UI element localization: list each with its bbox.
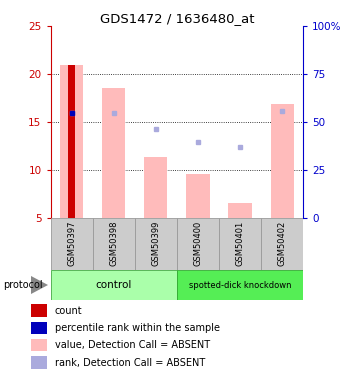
Bar bbox=[102, 88, 125, 218]
Bar bbox=[31, 356, 47, 369]
Text: GSM50400: GSM50400 bbox=[193, 221, 203, 266]
Bar bbox=[229, 203, 252, 217]
Text: GSM50401: GSM50401 bbox=[236, 221, 244, 266]
Bar bbox=[219, 217, 261, 270]
Text: GSM50399: GSM50399 bbox=[151, 221, 160, 266]
Bar bbox=[186, 174, 209, 217]
Bar bbox=[51, 217, 93, 270]
Text: GSM50398: GSM50398 bbox=[109, 221, 118, 267]
Text: count: count bbox=[55, 306, 83, 315]
Text: rank, Detection Call = ABSENT: rank, Detection Call = ABSENT bbox=[55, 358, 205, 368]
Bar bbox=[271, 104, 294, 218]
Bar bbox=[144, 157, 168, 218]
Text: percentile rank within the sample: percentile rank within the sample bbox=[55, 323, 220, 333]
Bar bbox=[177, 270, 303, 300]
Text: protocol: protocol bbox=[4, 280, 43, 290]
Text: GSM50397: GSM50397 bbox=[67, 221, 76, 267]
Bar bbox=[135, 217, 177, 270]
Bar bbox=[31, 339, 47, 351]
Title: GDS1472 / 1636480_at: GDS1472 / 1636480_at bbox=[100, 12, 254, 25]
Bar bbox=[51, 270, 177, 300]
Text: spotted-dick knockdown: spotted-dick knockdown bbox=[189, 280, 291, 290]
Bar bbox=[261, 217, 303, 270]
Polygon shape bbox=[31, 276, 48, 294]
Text: control: control bbox=[96, 280, 132, 290]
Bar bbox=[177, 217, 219, 270]
Bar bbox=[68, 66, 75, 218]
Text: GSM50402: GSM50402 bbox=[278, 221, 287, 266]
Bar bbox=[31, 304, 47, 317]
Bar bbox=[60, 66, 83, 218]
Bar bbox=[31, 322, 47, 334]
Bar bbox=[93, 217, 135, 270]
Text: value, Detection Call = ABSENT: value, Detection Call = ABSENT bbox=[55, 340, 210, 350]
